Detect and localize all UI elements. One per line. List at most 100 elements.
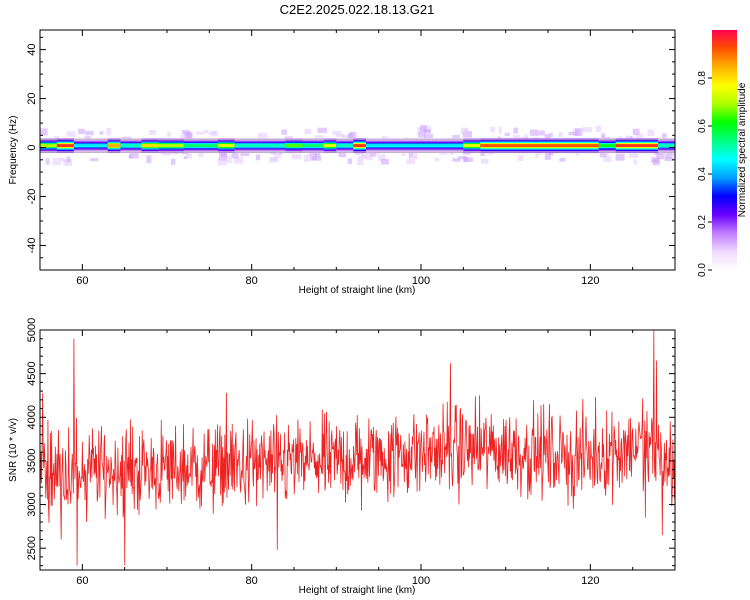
spectrogram-halo-cell xyxy=(378,154,386,161)
chart-title: C2E2.2025.022.18.13.G21 xyxy=(280,2,435,17)
spectrogram-band-cell xyxy=(480,144,600,148)
spectrogram-x-axis-label: Height of straight line (km) xyxy=(299,285,416,296)
spectrogram-halo-cell xyxy=(413,156,419,160)
snr-x-tick-label: 60 xyxy=(76,575,88,587)
spectrogram-halo-cell xyxy=(63,158,73,166)
spectrogram-halo-cell xyxy=(186,153,192,159)
spectrogram-halo-cell xyxy=(529,129,539,136)
spectrogram-halo-cell xyxy=(423,133,433,139)
spectrogram-halo-cell xyxy=(463,156,468,163)
spectrogram-halo-cell xyxy=(380,158,389,165)
spectrogram-halo-cell xyxy=(423,125,431,133)
snr-y-tick-label: 5000 xyxy=(26,318,38,342)
spectrogram-x-axis: 60 80 100 120 xyxy=(39,30,676,287)
spectrogram-halo-cell xyxy=(632,128,640,135)
spectrogram-halo-cell xyxy=(281,129,288,135)
spectrogram-y-tick-label: 0 xyxy=(26,144,38,150)
spectrogram-band-cell xyxy=(141,144,160,148)
spectrogram-halo-cell xyxy=(52,158,61,166)
spectrogram-halo-cell xyxy=(84,136,91,140)
spectrogram-halo-cell xyxy=(274,152,282,159)
spectrogram-halo-cell xyxy=(517,155,524,161)
spectrogram-halo-cell xyxy=(304,128,312,135)
colorbar-tick-label: 0.8 xyxy=(697,71,708,85)
snr-y-tick-label: 4000 xyxy=(26,405,38,429)
spectrogram-halo-cell xyxy=(227,155,232,164)
spectrogram-halo-cell xyxy=(582,126,592,133)
spectrogram-halo-cell xyxy=(181,130,191,135)
spectrogram-halo-cell xyxy=(59,157,64,163)
spectrogram-halo-cell xyxy=(523,134,528,138)
spectrogram-halo-cell xyxy=(498,126,502,135)
spectrogram-halo-cell xyxy=(412,152,418,158)
spectrogram-halo-cell xyxy=(198,150,204,158)
spectrogram-halo-cell xyxy=(635,133,644,139)
spectrogram-halo-cell xyxy=(558,132,563,137)
spectrogram-halo-cell xyxy=(480,158,489,164)
spectrogram-band-cell xyxy=(40,144,58,148)
spectrogram-halo-cell xyxy=(419,124,427,133)
spectrogram-x-tick-label: 100 xyxy=(412,275,430,287)
spectrogram-y-axis: 40 20 0 -20 -40 xyxy=(26,36,675,271)
spectrogram-halo-cell xyxy=(303,155,308,162)
colorbar-tick-label: 0.4 xyxy=(697,167,708,181)
spectrogram-band-cell xyxy=(615,144,659,148)
spectrogram-halo-cell xyxy=(78,128,86,134)
spectrogram-halo-cell xyxy=(203,129,208,134)
spectrogram-halo-cell xyxy=(513,127,519,134)
snr-x-tick-label: 80 xyxy=(246,575,258,587)
spectrogram-halo-cell xyxy=(149,129,156,135)
spectrogram-halo-cell xyxy=(361,153,367,158)
spectrogram-halo-cell xyxy=(452,158,461,162)
snr-x-tick-label: 120 xyxy=(581,575,599,587)
spectrogram-x-tick-label: 120 xyxy=(581,275,599,287)
spectrogram-halo-cell xyxy=(662,133,667,140)
spectrogram-band-cell xyxy=(234,144,287,148)
spectrogram-halo-cell xyxy=(332,130,342,136)
spectrogram-halo-cell xyxy=(490,126,495,133)
spectrogram-halo-cell xyxy=(257,132,268,139)
spectrogram-halo-cell xyxy=(231,152,239,159)
spectrogram-halo-cell xyxy=(544,134,550,142)
spectrogram-halo-cell xyxy=(595,125,601,133)
snr-x-axis: 60 80 100 120 xyxy=(39,330,676,587)
snr-y-tick-label: 3500 xyxy=(26,449,38,473)
spectrogram-halo-cell xyxy=(217,157,228,166)
spectrogram-halo-cell xyxy=(40,128,48,136)
spectrogram-band xyxy=(40,124,675,166)
spectrogram-halo-cell xyxy=(423,129,431,134)
spectrogram-halo-cell xyxy=(335,134,345,138)
spectrogram-band-cell xyxy=(285,144,303,148)
spectrogram-band-cell xyxy=(107,144,121,148)
snr-y-tick-label: 2500 xyxy=(26,536,38,560)
spectrogram-halo-cell xyxy=(633,159,637,165)
spectrogram-halo-cell xyxy=(549,132,553,137)
spectrogram-band-cell xyxy=(158,144,185,148)
spectrogram-halo-cell xyxy=(406,158,416,165)
spectrogram-halo-cell xyxy=(629,153,639,158)
snr-frame xyxy=(39,329,676,571)
colorbar-ticks: 0.0 0.2 0.4 0.6 0.8 xyxy=(697,71,712,277)
spectrogram-halo-cell xyxy=(90,158,99,162)
colorbar-tick-label: 0.6 xyxy=(697,119,708,133)
spectrogram-halo-cell xyxy=(568,131,578,136)
spectrogram-halo-cell xyxy=(99,131,104,135)
spectrogram-halo-cell xyxy=(146,155,152,164)
colorbar: 0.0 0.2 0.4 0.6 0.8 Normalized spectral ampl… xyxy=(697,30,748,277)
spectrogram-halo-cell xyxy=(307,153,312,162)
spectrogram-band-cell xyxy=(56,144,75,148)
spectrogram-halo-cell xyxy=(85,130,94,136)
snr-y-axis: 5000 4500 4000 3500 3000 2500 xyxy=(26,318,675,567)
spectrogram-band-cell xyxy=(365,144,464,148)
spectrogram-band-cell xyxy=(323,144,337,148)
spectrogram-band-cell xyxy=(336,144,354,148)
spectrogram-halo-cell xyxy=(365,153,374,161)
spectrogram-y-tick-label: -20 xyxy=(26,189,38,205)
spectrogram-band-cell xyxy=(353,144,367,148)
spectrogram-halo-cell xyxy=(186,133,192,140)
colorbar-tick-label: 0.0 xyxy=(697,263,708,277)
spectrogram-band-cell xyxy=(217,144,236,148)
spectrogram-halo-cell xyxy=(347,133,353,141)
spectrogram-halo-cell xyxy=(659,153,668,158)
